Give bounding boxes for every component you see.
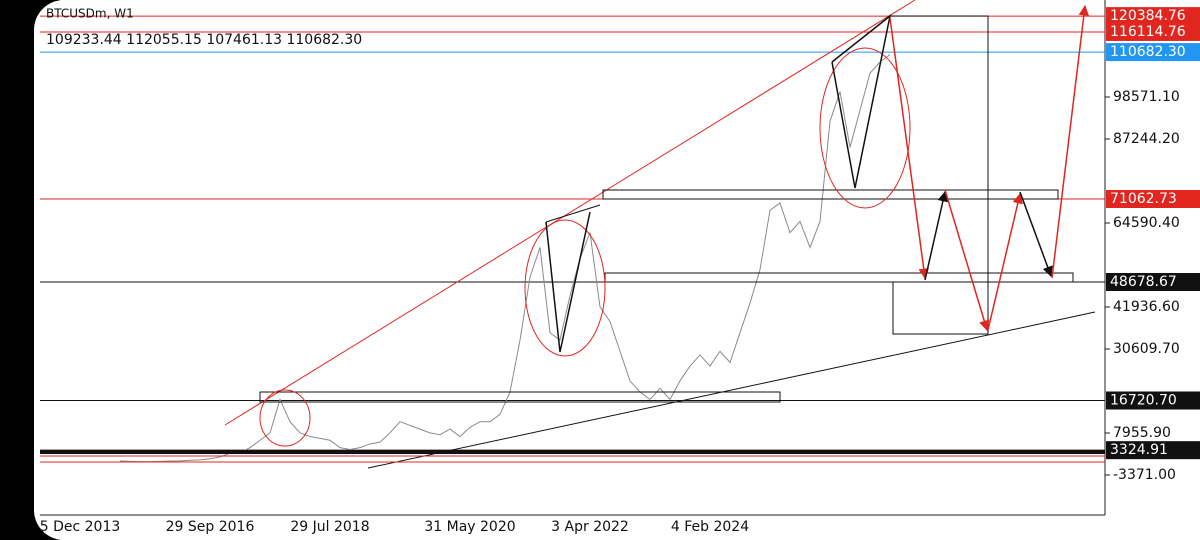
x-tick-label: 31 May 2020 (424, 519, 515, 535)
level-box (1106, 272, 1200, 291)
labels: 5 Dec 2013 29 Sep 2016 29 Jul 2018 31 May 2… (40, 7, 1200, 535)
band (40, 450, 1105, 454)
ellipse (259, 389, 311, 447)
annotations (40, 0, 1105, 469)
level-label: 116114.76 (1110, 24, 1186, 40)
y-tick-label: 64590.40 (1113, 215, 1180, 231)
level-label: 3324.91 (1110, 442, 1168, 458)
level-box (1106, 441, 1200, 460)
ohlc: 109233.44 112055.15 107461.13 110682.30 (46, 32, 362, 48)
level-label: 120384.76 (1110, 8, 1186, 24)
arrow (1019, 191, 1053, 277)
y-tick-label: 30609.70 (1113, 341, 1180, 357)
x-tick-label: 4 Feb 2024 (671, 519, 749, 535)
zigzag (545, 204, 601, 223)
zone (259, 391, 781, 403)
level-label: 48678.67 (1110, 274, 1177, 290)
y-tick-label: 87244.20 (1113, 131, 1180, 147)
screen-fill (60, 0, 1200, 540)
zigzag (831, 14, 892, 189)
ellipse (819, 47, 911, 209)
trendline (224, 0, 916, 426)
level-label: 16720.70 (1110, 392, 1177, 408)
arrow (987, 192, 1023, 331)
arrow (889, 17, 929, 280)
arrow (944, 189, 990, 332)
zone (602, 189, 1059, 200)
y-tick-label: 7955.90 (1113, 425, 1171, 441)
x-tick-label: 5 Dec 2013 (40, 519, 121, 535)
x-tick-label: 29 Sep 2016 (166, 519, 255, 535)
level-box (1106, 391, 1200, 410)
arrow (924, 190, 949, 281)
zigzag (545, 211, 591, 353)
level-box (1106, 43, 1200, 62)
x-tick-label: 29 Jul 2018 (290, 519, 369, 535)
trendline (367, 311, 1096, 469)
y-tick-label: 98571.10 (1113, 89, 1180, 105)
symbol: BTCUSDm, W1 (46, 7, 134, 21)
y-tick-label: 41936.60 (1113, 299, 1180, 315)
x-tick-label: 3 Apr 2022 (551, 519, 629, 535)
price-line (119, 54, 891, 463)
level-box (1106, 22, 1200, 41)
ellipse (524, 219, 606, 357)
level-label: 71062.73 (1110, 191, 1177, 207)
y-tick-label: -3371.00 (1113, 467, 1176, 483)
arrow (1051, 4, 1090, 279)
box (890, 15, 989, 335)
level-box (1106, 7, 1200, 26)
level-label: 110682.30 (1110, 44, 1186, 60)
level-box (1106, 189, 1200, 208)
